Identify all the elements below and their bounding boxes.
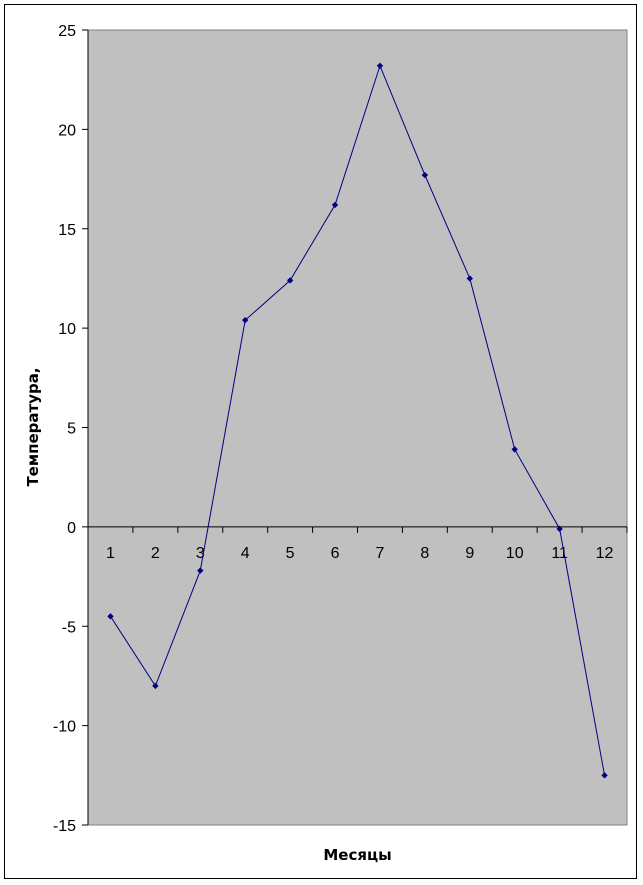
x-tick-label: 6 (331, 545, 340, 562)
x-axis-title: Месяцы (323, 846, 391, 864)
x-tick-label: 5 (286, 545, 295, 562)
y-tick-label: -15 (53, 818, 76, 835)
data-point-10 (511, 446, 518, 453)
data-point-4 (242, 316, 249, 324)
x-tick-label: 1 (106, 545, 115, 562)
y-tick-label: 25 (58, 23, 76, 40)
x-tick-label: 12 (596, 545, 614, 562)
x-axis: 1 2 3 4 5 6 7 8 9 10 11 12 (87, 526, 628, 562)
y-tick-label: -10 (53, 719, 76, 736)
x-tick-label: 9 (465, 545, 474, 562)
data-point-2 (152, 682, 159, 690)
data-point-11 (556, 525, 563, 533)
data-point-7 (376, 62, 384, 69)
x-tick-label: 10 (506, 545, 524, 562)
y-tick-label: 20 (58, 122, 76, 139)
y-axis-title: Температура, (24, 367, 42, 486)
data-point-8 (421, 171, 429, 179)
y-tick-label: -5 (62, 619, 76, 636)
x-tick-label: 8 (420, 545, 429, 562)
data-point-9 (466, 275, 473, 282)
y-tick-label: 15 (58, 222, 76, 239)
y-tick-label: 5 (67, 421, 76, 438)
data-point-6 (331, 201, 339, 209)
x-tick-label: 11 (551, 545, 568, 562)
x-tick-label: 4 (241, 545, 250, 562)
x-tick-label: 2 (151, 545, 160, 562)
data-point-1 (107, 613, 114, 620)
plot-area (87, 29, 628, 826)
x-tick-label: 7 (376, 545, 385, 562)
series-line (110, 64, 606, 776)
y-tick-label: 10 (58, 321, 76, 338)
data-markers (107, 62, 608, 779)
data-point-12 (601, 772, 608, 779)
y-tick-label: 0 (67, 520, 76, 537)
data-point-5 (286, 277, 294, 284)
x-tick-label: 3 (196, 545, 205, 562)
data-point-3 (197, 567, 204, 574)
y-axis: 25 20 15 10 5 0 -5 -10 -15 (53, 23, 89, 835)
